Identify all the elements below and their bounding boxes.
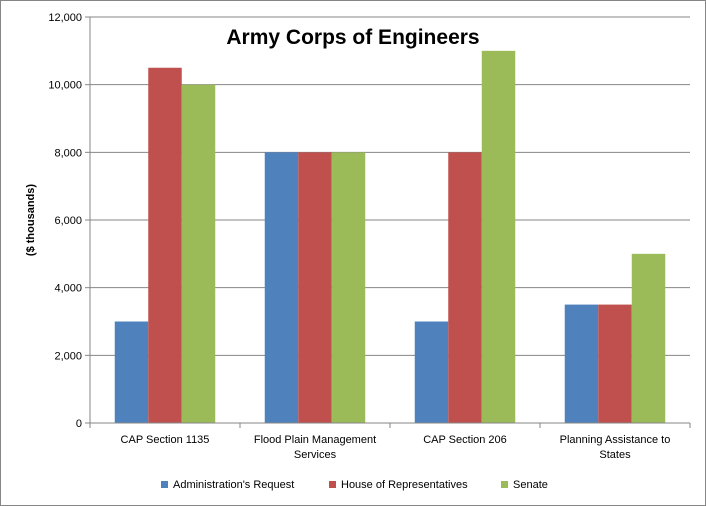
y-tick-label: 6,000	[54, 215, 82, 227]
bar	[148, 67, 182, 423]
bar	[298, 152, 332, 424]
bar	[264, 152, 299, 424]
legend: Administration's Request House of Represe…	[161, 479, 548, 491]
legend-label: House of Representatives	[341, 479, 468, 491]
y-tick-labels: 0 2,000 4,000 6,000 8,000 10,000 12,000	[48, 12, 82, 430]
y-axis-label: ($ thousands)	[25, 184, 37, 256]
y-tick-label: 8,000	[54, 147, 82, 159]
x-tick-labels: CAP Section 1135 Flood Plain Management Se…	[121, 434, 671, 461]
legend-label: Senate	[513, 479, 548, 491]
bar	[598, 304, 632, 423]
x-tick-label: States	[599, 449, 631, 461]
chart-title: Army Corps of Engineers	[226, 26, 479, 49]
legend-swatch	[329, 481, 336, 488]
x-tick-label: Flood Plain Management	[254, 434, 376, 446]
x-tick-label: CAP Section 1135	[121, 434, 210, 446]
axes	[89, 17, 691, 428]
y-tick-label: 2,000	[54, 350, 82, 362]
bar	[114, 321, 149, 423]
legend-swatch	[161, 481, 168, 488]
bar	[448, 152, 482, 424]
y-tick-label: 10,000	[48, 80, 82, 92]
legend-swatch	[501, 481, 508, 488]
y-tick-label: 0	[76, 418, 82, 430]
y-tick-label: 4,000	[54, 283, 82, 295]
bar	[331, 152, 366, 424]
x-tick-label: Services	[294, 449, 337, 461]
bar	[481, 50, 516, 423]
bars	[114, 50, 666, 424]
bar	[564, 304, 599, 423]
bar	[181, 84, 216, 424]
bar	[414, 321, 449, 423]
y-tick-label: 12,000	[48, 12, 82, 24]
bar	[631, 253, 666, 423]
legend-label: Administration's Request	[173, 479, 294, 491]
x-tick-label: Planning Assistance to	[560, 434, 671, 446]
x-tick-label: CAP Section 206	[423, 434, 507, 446]
